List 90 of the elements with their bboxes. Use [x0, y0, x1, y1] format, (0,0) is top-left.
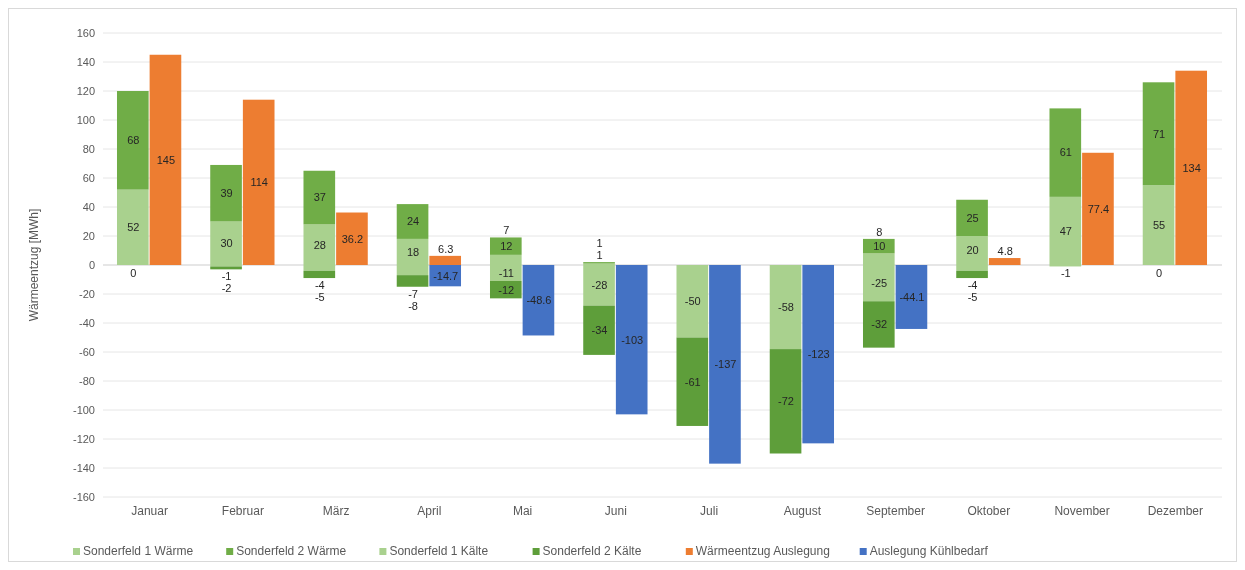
data-label: 52	[127, 221, 140, 234]
data-label: 39	[220, 187, 233, 200]
data-label: -11	[498, 266, 514, 279]
legend-label: Sonderfeld 2 Kälte	[542, 544, 642, 558]
data-label: 12	[500, 240, 513, 252]
x-tick-label: Mai	[512, 504, 533, 518]
data-label: -28	[591, 279, 608, 292]
y-tick-label: 160	[76, 26, 95, 39]
data-label: -137	[714, 358, 737, 371]
data-label: -4	[967, 278, 978, 291]
data-label: -2	[221, 282, 232, 295]
data-label: -72	[778, 395, 795, 408]
x-tick-label: März	[322, 504, 350, 518]
legend-label: Auslegung Kühlbedarf	[869, 544, 989, 558]
data-label: 8	[876, 225, 883, 238]
x-tick-label: September	[866, 504, 925, 518]
y-tick-label: 120	[76, 84, 95, 97]
y-tick-label: -80	[79, 374, 95, 387]
data-label: 28	[313, 238, 326, 251]
data-label: 20	[966, 244, 979, 257]
y-tick-label: 80	[82, 142, 95, 155]
data-label: 1	[596, 248, 603, 261]
data-label: 10	[873, 240, 886, 252]
y-tick-label: 60	[82, 171, 95, 184]
data-label: -12	[498, 283, 515, 296]
data-label: -5	[314, 290, 325, 303]
data-label: -1	[221, 270, 232, 283]
y-tick-label: 140	[76, 55, 95, 68]
data-label: -1	[1060, 267, 1071, 280]
x-tick-label: Januar	[131, 504, 168, 518]
data-label: 30	[220, 237, 233, 250]
data-label: 25	[966, 211, 979, 224]
y-tick-label: -60	[79, 345, 95, 358]
y-tick-label: -100	[72, 403, 95, 416]
legend-label: Sonderfeld 2 Wärme	[236, 544, 347, 558]
data-label: -123	[807, 348, 830, 361]
data-label: 77.4	[1087, 202, 1110, 215]
data-label: 18	[406, 245, 420, 258]
legend-label: Sonderfeld 1 Wärme	[83, 544, 194, 558]
x-tick-label: April	[417, 504, 442, 518]
data-label: 68	[127, 134, 140, 147]
data-label: 145	[156, 153, 176, 166]
x-tick-label: Juni	[604, 504, 627, 518]
data-label: 47	[1059, 224, 1072, 237]
data-label: 61	[1059, 146, 1072, 159]
x-tick-label: Juli	[700, 504, 719, 518]
data-label: 7	[503, 224, 510, 237]
legend-label: Sonderfeld 1 Kälte	[389, 544, 489, 558]
x-tick-label: August	[783, 504, 822, 518]
data-label: -7	[408, 287, 418, 300]
data-label: 24	[406, 215, 420, 228]
y-tick-label: 100	[76, 113, 95, 126]
y-tick-label: -20	[79, 287, 95, 300]
data-label: -8	[408, 299, 418, 312]
data-label: -25	[871, 276, 888, 289]
data-label: -4	[314, 278, 325, 291]
data-label: 6.3	[438, 242, 454, 255]
data-label: 114	[250, 176, 268, 189]
data-label: 134	[1182, 161, 1201, 174]
data-label: -44.1	[899, 290, 925, 303]
data-label: 4.8	[997, 244, 1013, 257]
data-label: -5	[967, 290, 978, 303]
y-tick-label: -160	[72, 490, 95, 503]
data-label: -61	[684, 375, 701, 388]
data-label: 71	[1152, 127, 1166, 140]
data-label: 37	[313, 191, 326, 204]
y-axis-title: Wärmeentzug [MWh]	[27, 208, 41, 322]
data-label: -103	[621, 333, 644, 346]
data-label: -50	[684, 295, 701, 308]
data-label: -48.6	[526, 294, 552, 307]
y-tick-label: -120	[72, 432, 95, 445]
data-label: 36.2	[341, 232, 364, 245]
data-label: 55	[1152, 218, 1166, 231]
x-tick-label: Oktober	[967, 504, 1011, 518]
data-label: -32	[871, 318, 888, 331]
y-tick-label: 20	[82, 229, 95, 242]
data-label: -58	[778, 300, 795, 313]
x-tick-label: Dezember	[1147, 504, 1204, 518]
data-label: -14.7	[433, 269, 459, 282]
annotation: 0	[1155, 266, 1163, 279]
data-label: -34	[591, 324, 608, 337]
legend-label: Wärmeentzug Auslegung	[695, 544, 830, 558]
x-tick-label: Februar	[221, 504, 264, 518]
annotation: 0	[130, 266, 137, 279]
x-tick-label: November	[1054, 504, 1110, 518]
data-label: 1	[596, 236, 603, 249]
y-tick-label: -40	[79, 316, 95, 329]
y-tick-label: -140	[72, 461, 95, 474]
y-tick-label: 40	[82, 200, 95, 213]
y-tick-label: 0	[88, 258, 95, 271]
